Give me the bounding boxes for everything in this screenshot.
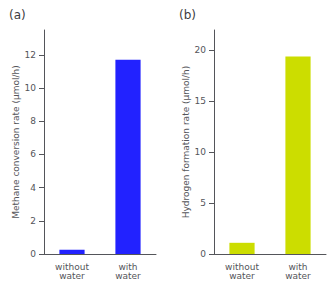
svg-text:8: 8 (30, 116, 36, 126)
svg-text:water: water (115, 271, 141, 281)
svg-text:4: 4 (30, 183, 36, 193)
svg-text:10: 10 (195, 147, 207, 157)
svg-text:0: 0 (200, 249, 206, 259)
svg-text:12: 12 (25, 50, 36, 60)
svg-text:6: 6 (30, 149, 36, 159)
svg-text:0: 0 (30, 249, 36, 259)
svg-text:water: water (285, 271, 311, 281)
svg-text:without: without (225, 261, 259, 272)
svg-text:20: 20 (195, 45, 207, 55)
svg-text:(b): (b) (179, 8, 196, 22)
svg-text:without: without (55, 261, 89, 272)
svg-text:with: with (288, 261, 308, 272)
svg-text:15: 15 (195, 96, 206, 106)
svg-text:2: 2 (30, 216, 36, 226)
svg-text:(a): (a) (9, 8, 26, 22)
svg-text:5: 5 (200, 198, 206, 208)
svg-text:Methane conversion rate (μmol/: Methane conversion rate (μmol/h) (11, 65, 21, 219)
svg-text:10: 10 (25, 83, 37, 93)
svg-text:water: water (229, 271, 255, 281)
svg-text:water: water (59, 271, 85, 281)
svg-text:with: with (118, 261, 138, 272)
svg-text:Hydrogen formation rate (μmol/: Hydrogen formation rate (μmol/h) (181, 66, 191, 219)
